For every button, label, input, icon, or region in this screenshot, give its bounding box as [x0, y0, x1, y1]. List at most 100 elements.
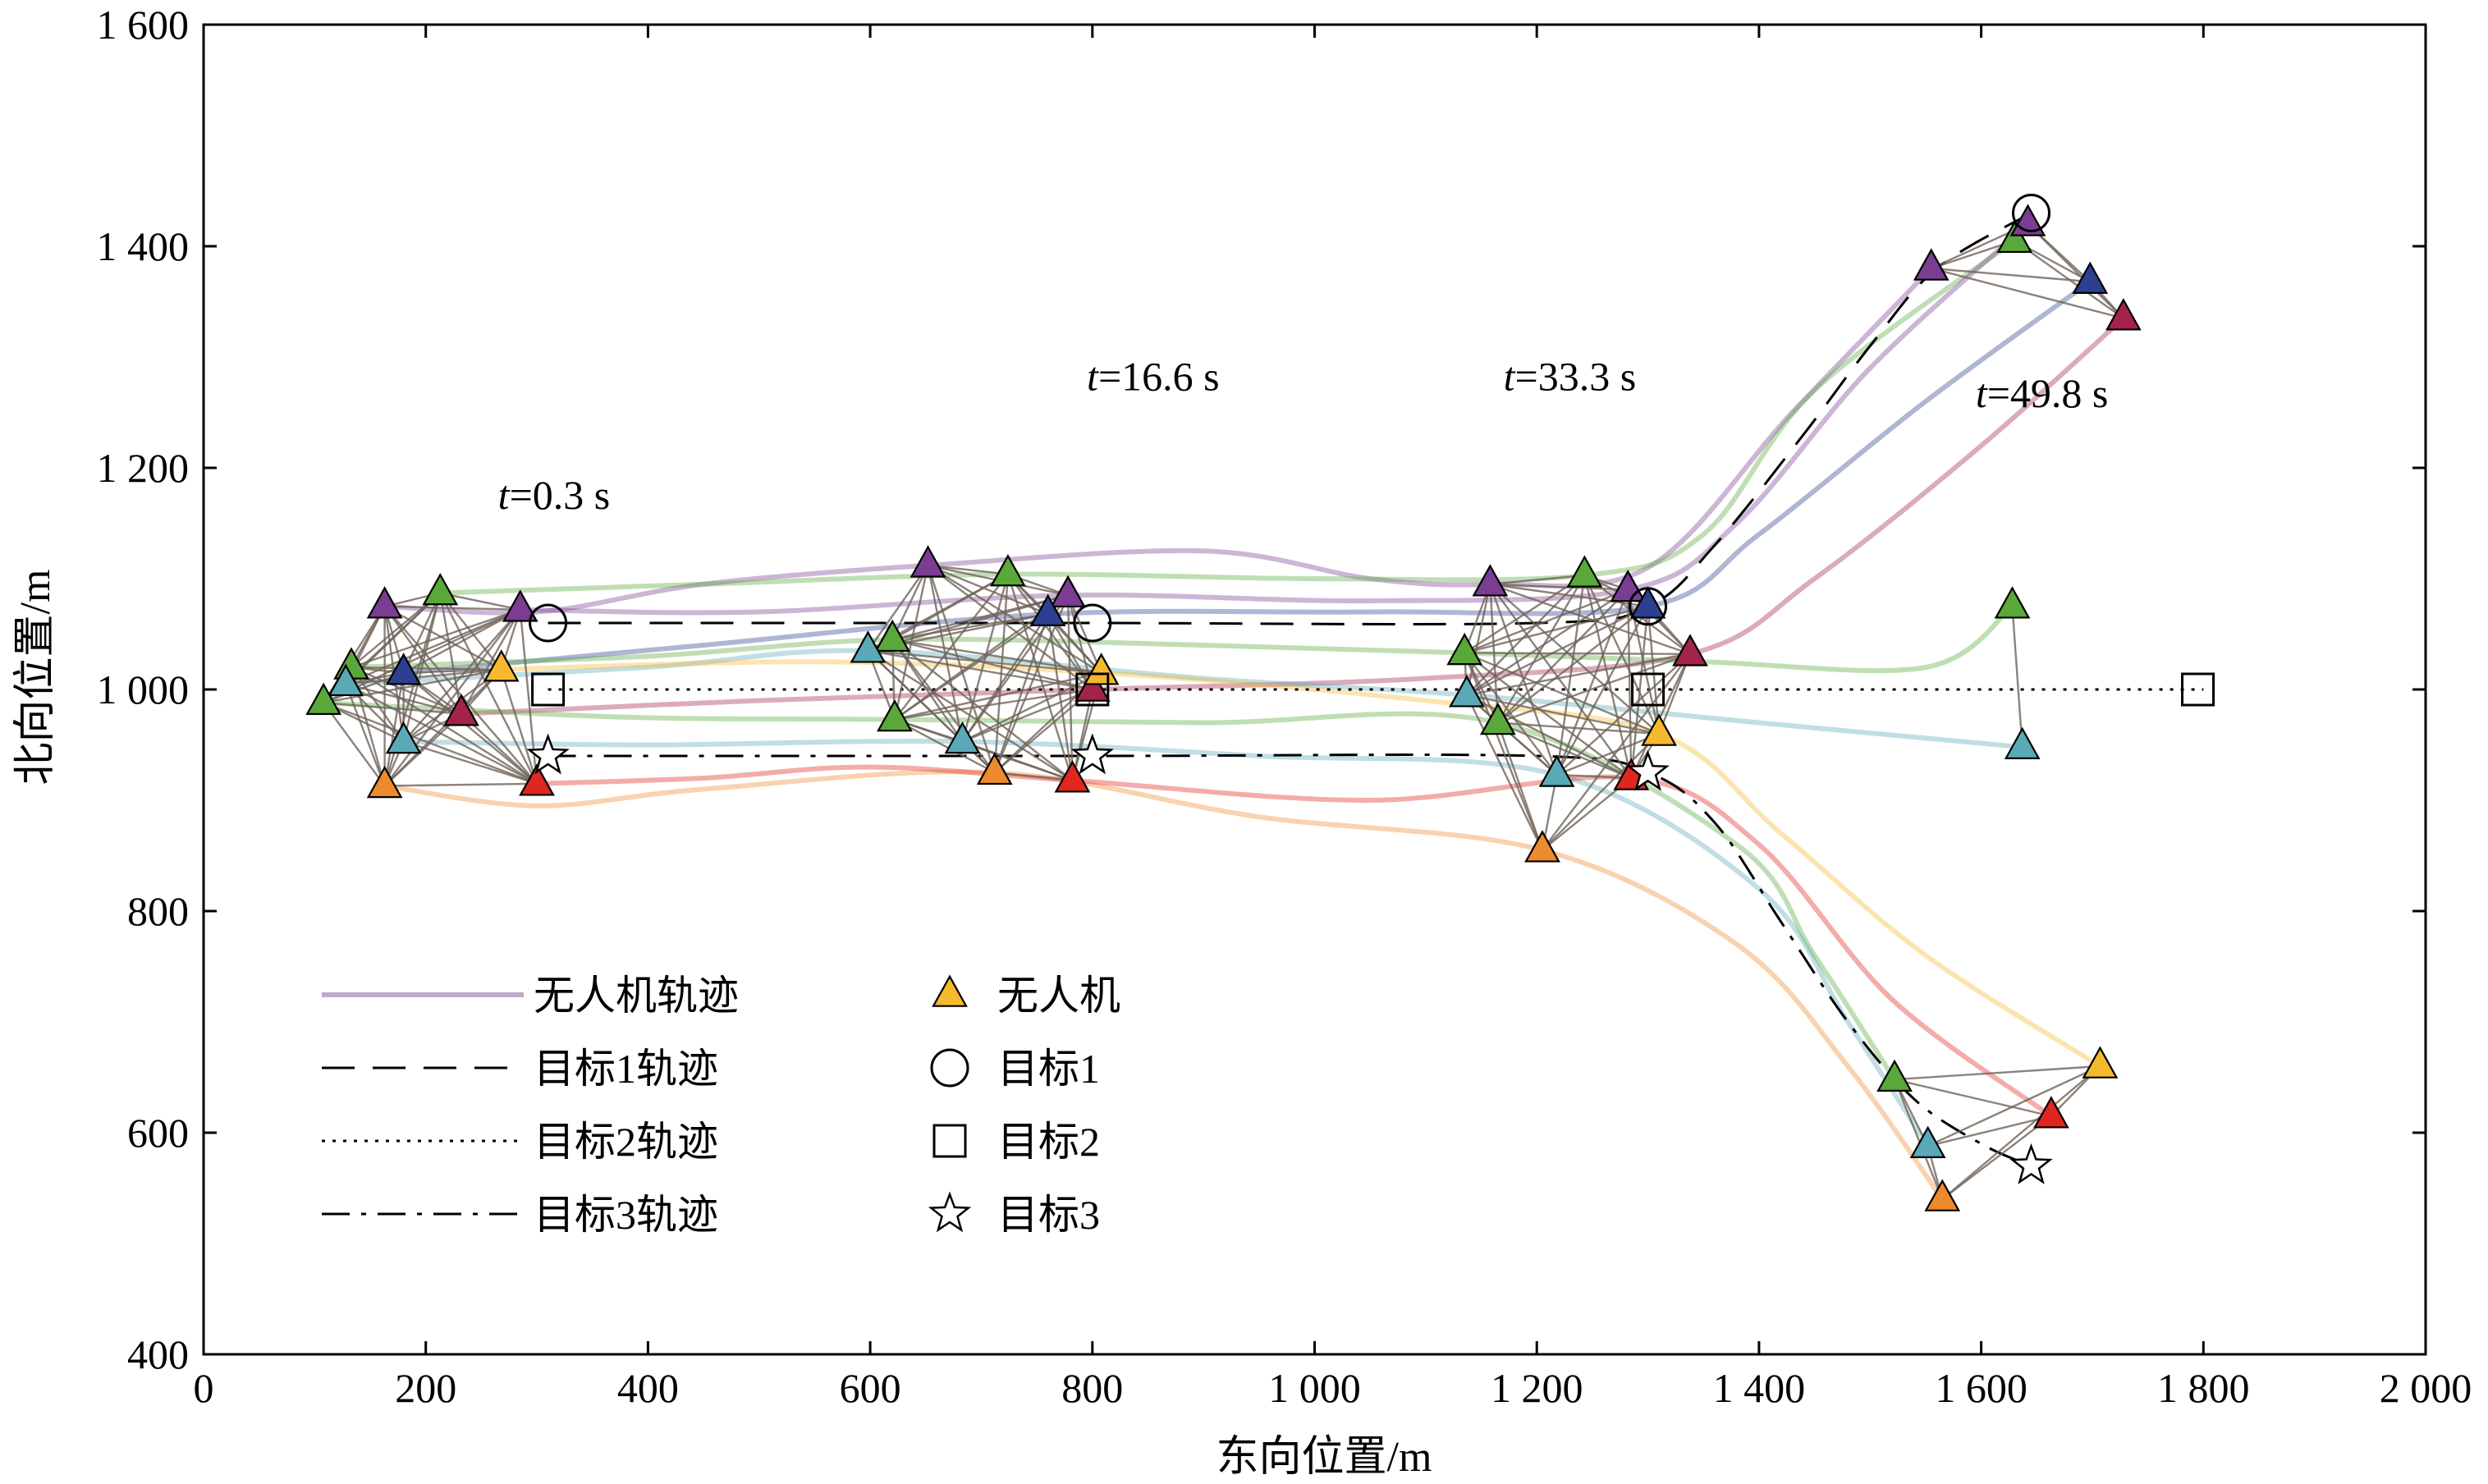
comm-link	[1894, 1079, 2052, 1117]
comm-link	[1497, 721, 1660, 735]
comm-link	[891, 639, 1074, 781]
comm-link	[323, 668, 502, 704]
uav-8-marker-t0	[483, 649, 520, 682]
uav-10-marker-t2	[1538, 754, 1575, 787]
comm-link	[1630, 606, 1649, 779]
x-axis-title: 东向位置/m	[1217, 1434, 1432, 1481]
comm-link	[1542, 733, 1660, 851]
time-symbol: t	[1504, 354, 1516, 400]
x-tick-label: 0	[194, 1365, 214, 1411]
comm-link	[1466, 694, 1632, 780]
comm-link	[1941, 1065, 2101, 1200]
target-3-marker-t3	[2009, 1143, 2053, 1184]
time-label-1: t=0.3 s	[498, 472, 611, 518]
comm-link	[1496, 589, 1629, 724]
comm-link	[1927, 1065, 2101, 1147]
comm-link	[1464, 652, 1660, 735]
uav-tracks	[321, 222, 2126, 1202]
comm-link	[1556, 606, 1649, 776]
uav-11-marker-t3	[1924, 1179, 1961, 1211]
comm-link	[1465, 694, 1544, 851]
comm-link	[1941, 1115, 2052, 1200]
comm-link	[891, 639, 1102, 674]
uav-2-marker-t1	[990, 554, 1026, 587]
target-tracks	[548, 212, 2204, 1167]
comm-link	[1466, 589, 1629, 696]
comm-link	[2011, 606, 2023, 748]
comm-link	[351, 666, 502, 671]
comm-link	[894, 671, 1102, 721]
comm-link	[927, 565, 996, 773]
uav-1-marker-t2	[1472, 564, 1509, 597]
comm-link	[1583, 575, 1633, 779]
uav-7-marker-t0	[328, 663, 364, 697]
comm-link	[1047, 614, 1074, 781]
comm-link	[1556, 732, 1660, 776]
legend-target2-track-label: 目标2轨迹	[534, 1119, 718, 1165]
comm-link	[2027, 223, 2124, 319]
target-3-marker-t2	[1626, 749, 1670, 791]
uav-6-marker-t3	[1994, 586, 2031, 619]
target-1-marker-t0	[529, 603, 568, 643]
time-value: =16.6 s	[1098, 354, 1220, 400]
uav-11-marker-t1	[976, 752, 1013, 786]
target-3-marker-t1	[1070, 733, 1115, 775]
uav-8-marker-t3	[2082, 1046, 2119, 1079]
target-markers	[526, 194, 2215, 1184]
time-symbol: t	[498, 472, 511, 518]
uav-9-marker-t0	[305, 682, 342, 715]
comm-link	[1466, 653, 1691, 696]
comm-link	[1497, 653, 1691, 724]
comm-link	[323, 702, 538, 785]
comm-link	[1466, 575, 1586, 696]
x-tick-label: 1 000	[1268, 1365, 1361, 1411]
comm-link	[1466, 694, 1660, 735]
comm-link	[384, 782, 538, 787]
uav-7-marker-t3	[2004, 726, 2041, 759]
comm-link	[891, 639, 964, 743]
y-tick-label: 1 000	[97, 666, 190, 712]
uav-track-7	[343, 648, 2025, 750]
legend-target1-swatch	[930, 1048, 969, 1088]
communication-links	[323, 222, 2124, 1200]
uav-2-marker-t0	[422, 572, 459, 606]
time-value: =49.8 s	[1987, 370, 2109, 416]
legend-uav-swatch	[932, 974, 968, 1007]
comm-link	[1931, 267, 2124, 319]
comm-link	[1490, 583, 1629, 591]
uav-2-marker-t2	[1566, 555, 1603, 588]
comm-link	[1489, 583, 1691, 655]
comm-link	[345, 683, 462, 715]
legend-target3-track-label: 目标3轨迹	[534, 1192, 718, 1238]
comm-link	[1465, 584, 1491, 695]
uav-10-marker-t0	[385, 721, 422, 754]
comm-link	[323, 702, 386, 787]
uav-3-marker-t1	[1050, 575, 1086, 608]
y-tick-label: 800	[127, 888, 189, 934]
uav-9-marker-t2	[1479, 702, 1516, 735]
comm-link	[1464, 589, 1629, 654]
uav-track-4	[401, 279, 2093, 676]
comm-link	[994, 772, 1073, 781]
comm-link	[962, 740, 1073, 781]
comm-link	[1894, 1065, 2101, 1081]
comm-link	[402, 609, 521, 743]
uav-3-marker-t0	[502, 589, 538, 622]
x-tick-label: 1 200	[1491, 1365, 1583, 1411]
uav-track-3	[517, 222, 2031, 616]
legend-uav-track-label: 无人机轨迹	[534, 973, 739, 1019]
uav-1-marker-t3	[1913, 248, 1950, 281]
time-symbol: t	[1976, 370, 1988, 416]
time-label-4: t=49.8 s	[1976, 370, 2109, 416]
uav-5-marker-t0	[443, 694, 479, 726]
comm-link	[1496, 575, 1586, 724]
target-1-marker-t2	[1629, 587, 1668, 626]
comm-link	[351, 608, 521, 669]
uav-12-marker-t3	[2033, 1096, 2069, 1129]
legend-target1-label: 目标1	[997, 1046, 1100, 1092]
target-1-marker-t3	[2012, 194, 2051, 232]
time-value: =0.3 s	[510, 472, 611, 518]
comm-link	[1464, 605, 1648, 654]
comm-link	[1556, 773, 1632, 780]
uav-track-9	[321, 700, 1898, 1083]
